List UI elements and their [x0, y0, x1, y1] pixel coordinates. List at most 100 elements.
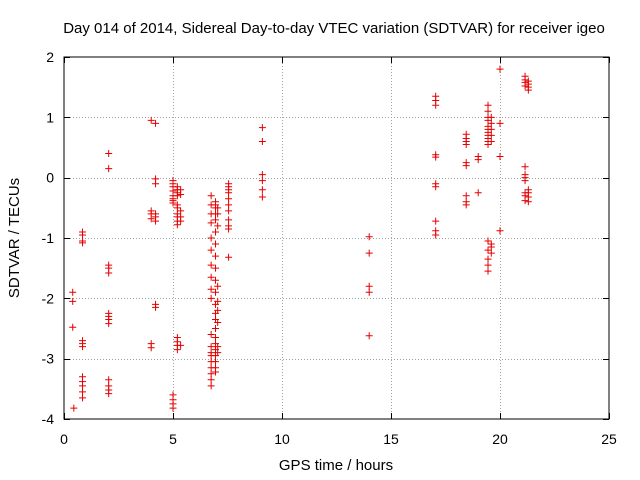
data-point: [105, 376, 113, 384]
data-point: [212, 240, 220, 248]
data-point: [214, 343, 222, 351]
data-point: [207, 376, 215, 384]
data-point: [258, 171, 266, 179]
data-point: [152, 303, 160, 311]
x-tick-label: 0: [60, 431, 68, 447]
data-point: [177, 191, 185, 199]
data-point: [496, 227, 504, 235]
y-tick-label: -1: [42, 230, 55, 246]
data-point: [258, 124, 266, 132]
data-point: [207, 261, 215, 269]
data-point: [496, 65, 504, 73]
y-tick-label: 1: [46, 109, 54, 125]
data-point: [177, 207, 185, 215]
y-tick-label: -4: [42, 411, 55, 427]
data-point: [212, 252, 220, 260]
data-point: [521, 177, 529, 185]
data-point: [462, 192, 470, 200]
data-point: [214, 297, 222, 305]
data-point: [258, 137, 266, 145]
x-axis-tick-labels: 0 5 10 15 20 25: [60, 431, 617, 447]
data-point: [214, 210, 222, 218]
data-point: [207, 370, 215, 378]
data-point: [70, 404, 78, 412]
data-point: [487, 137, 495, 145]
data-point: [365, 332, 373, 340]
data-point: [524, 198, 532, 206]
data-point: [173, 204, 181, 212]
data-point: [487, 249, 495, 257]
x-tick-label: 15: [383, 431, 399, 447]
data-point: [214, 306, 222, 314]
data-point: [484, 107, 492, 115]
data-point: [225, 225, 233, 233]
data-point: [474, 156, 482, 164]
data-point: [207, 285, 215, 293]
data-point: [484, 261, 492, 269]
data-point: [484, 255, 492, 263]
data-point: [484, 237, 492, 245]
grid-lines: [64, 57, 609, 419]
data-point: [225, 195, 233, 203]
data-point: [484, 267, 492, 275]
data-point: [79, 388, 87, 396]
data-point: [484, 116, 492, 124]
data-point: [487, 243, 495, 251]
chart-title: Day 014 of 2014, Sidereal Day-to-day VTE…: [63, 20, 605, 37]
data-point: [212, 288, 220, 296]
data-point: [79, 231, 87, 239]
data-point: [225, 253, 233, 261]
x-tick-label: 20: [492, 431, 508, 447]
data-point: [225, 189, 233, 197]
data-point: [79, 343, 87, 351]
data-point: [207, 294, 215, 302]
data-point: [365, 249, 373, 257]
data-point: [173, 346, 181, 354]
y-axis-tick-labels: -4 -3 -2 -1 0 1 2: [42, 49, 55, 427]
data-point: [173, 221, 181, 229]
data-point: [225, 207, 233, 215]
data-point: [214, 222, 222, 230]
data-point: [79, 239, 87, 247]
data-point: [432, 153, 440, 161]
data-point: [432, 101, 440, 109]
data-point: [487, 113, 495, 121]
x-tick-label: 5: [169, 431, 177, 447]
data-point: [147, 344, 155, 352]
data-point: [79, 382, 87, 390]
data-point: [207, 343, 215, 351]
data-point: [177, 341, 185, 349]
data-point: [487, 125, 495, 133]
data-point: [462, 201, 470, 209]
data-point: [147, 116, 155, 124]
data-point: [258, 193, 266, 201]
data-point: [432, 231, 440, 239]
data-point: [365, 233, 373, 241]
data-point: [212, 216, 220, 224]
y-axis-title: SDTVAR / TECUs: [6, 178, 23, 298]
data-point: [487, 119, 495, 127]
data-point: [152, 217, 160, 225]
data-point: [214, 349, 222, 357]
y-tick-label: -2: [42, 290, 55, 306]
data-point: [462, 140, 470, 148]
data-point: [496, 119, 504, 127]
data-points: [69, 65, 532, 412]
data-point: [365, 282, 373, 290]
data-point: [152, 180, 160, 188]
data-point: [207, 331, 215, 339]
data-point: [212, 325, 220, 332]
data-point: [214, 282, 222, 290]
y-tick-label: -3: [42, 351, 55, 367]
axis-ticks: [64, 57, 610, 420]
data-point: [474, 189, 482, 197]
data-point: [69, 297, 77, 305]
data-point: [214, 204, 222, 212]
data-point: [212, 358, 220, 366]
data-point: [105, 320, 113, 328]
data-point: [484, 101, 492, 109]
y-tick-label: 0: [46, 170, 54, 186]
data-point: [207, 219, 215, 227]
data-point: [258, 177, 266, 185]
